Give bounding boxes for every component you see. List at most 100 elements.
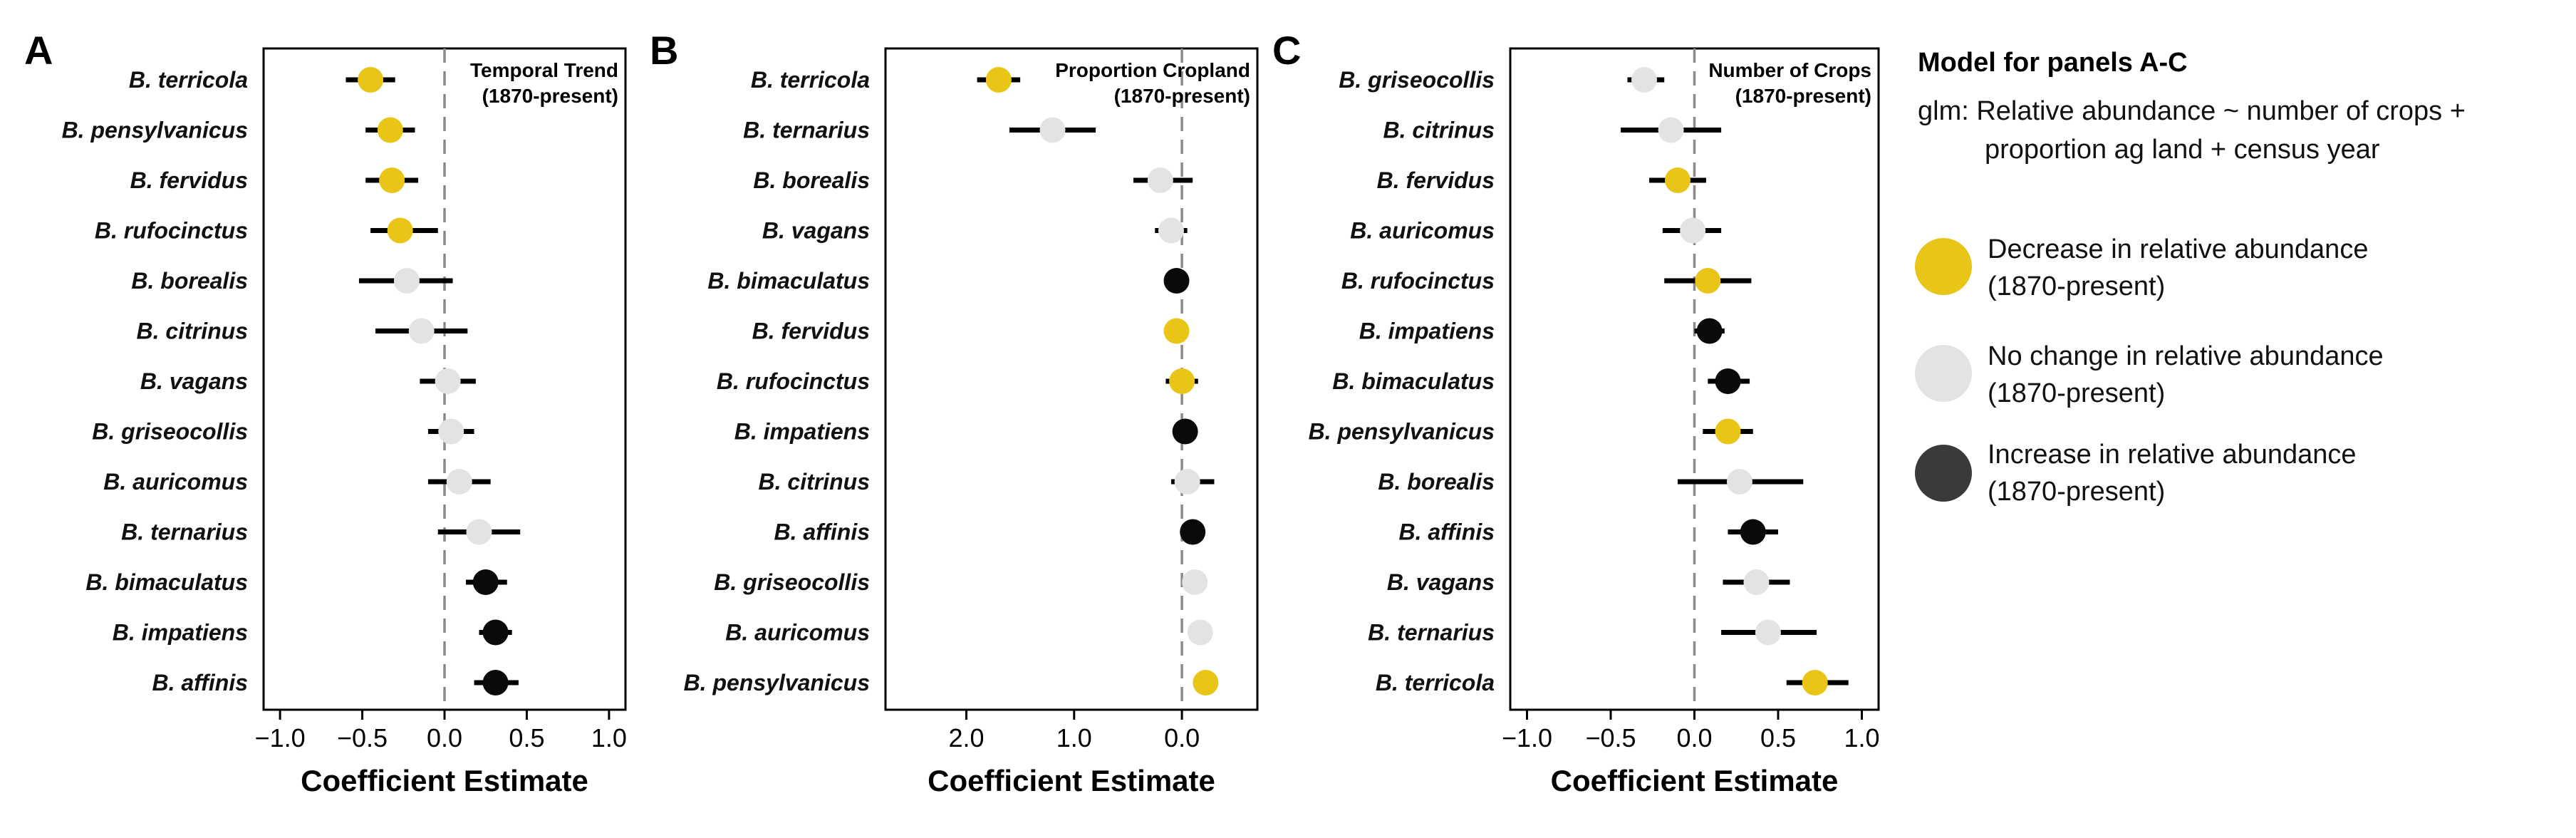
species-label-a: B. fervidus xyxy=(130,167,248,193)
estimate-point-c xyxy=(1755,619,1781,646)
legend-swatch-decrease xyxy=(1915,238,1972,295)
legend-label-decrease-line2: (1870-present) xyxy=(1988,271,2165,301)
legend-title: Model for panels A-C xyxy=(1918,48,2188,78)
species-row-c: B. affinis xyxy=(1398,519,1778,545)
panel-letter-a: A xyxy=(24,28,53,73)
species-row-b: B. affinis xyxy=(774,519,1206,545)
species-label-b: B. citrinus xyxy=(759,469,870,495)
legend-model-line1: glm: Relative abundance ~ number of crop… xyxy=(1918,96,2466,126)
species-row-c: B. fervidus xyxy=(1377,167,1706,193)
species-label-a: B. terricola xyxy=(129,67,248,93)
species-row-a: B. pensylvanicus xyxy=(62,117,415,143)
panel-a: A Temporal Trend (1870-present) B. terricol… xyxy=(24,28,627,797)
species-label-a: B. bimaculatus xyxy=(85,569,248,595)
species-row-c: B. auricomus xyxy=(1350,217,1722,244)
panel-title-a: Temporal Trend xyxy=(470,59,618,81)
species-row-b: B. auricomus xyxy=(725,619,1213,646)
species-row-b: B. fervidus xyxy=(752,318,1190,344)
legend-label-increase-line2: (1870-present) xyxy=(1988,477,2165,507)
estimate-point-c xyxy=(1695,268,1721,294)
x-tick-label-b: 2.0 xyxy=(948,723,984,752)
species-row-c: B. rufocinctus xyxy=(1341,268,1752,294)
plot-frame-b xyxy=(884,47,1259,711)
legend-model-line2: proportion ag land + census year xyxy=(1985,135,2380,165)
estimate-point-a xyxy=(393,268,420,294)
x-tick-label-c: −0.5 xyxy=(1585,723,1636,752)
panel-subtitle-a: (1870-present) xyxy=(482,85,618,107)
species-row-c: B. vagans xyxy=(1387,569,1790,595)
legend-label-no-change-line1: No change in relative abundance xyxy=(1988,341,2384,371)
species-label-c: B. citrinus xyxy=(1383,118,1495,143)
species-label-a: B. impatiens xyxy=(113,620,248,646)
x-tick-label-c: −1.0 xyxy=(1502,723,1552,752)
species-label-b: B. impatiens xyxy=(734,419,870,445)
panel-letter-b: B xyxy=(650,28,678,73)
species-label-b: B. auricomus xyxy=(725,620,870,646)
x-axis-title-c: Coefficient Estimate xyxy=(1551,764,1839,797)
species-row-a: B. griseocollis xyxy=(92,418,474,445)
species-row-b: B. bimaculatus xyxy=(707,268,1190,294)
estimate-point-a xyxy=(358,67,384,93)
species-row-a: B. borealis xyxy=(131,268,453,294)
estimate-point-b xyxy=(1180,519,1206,545)
species-label-b: B. bimaculatus xyxy=(707,268,870,294)
x-tick-label-b: 1.0 xyxy=(1056,723,1092,752)
species-label-c: B. griseocollis xyxy=(1339,67,1495,93)
species-row-b: B. griseocollis xyxy=(714,569,1208,595)
species-label-b: B. griseocollis xyxy=(714,569,870,595)
species-row-a: B. bimaculatus xyxy=(85,569,507,595)
species-label-c: B. borealis xyxy=(1378,469,1495,495)
estimate-point-c xyxy=(1715,368,1741,394)
species-row-c: B. pensylvanicus xyxy=(1309,418,1753,445)
estimate-point-c xyxy=(1658,117,1684,143)
estimate-point-a xyxy=(377,117,403,143)
species-label-a: B. griseocollis xyxy=(92,419,248,445)
species-label-a: B. affinis xyxy=(152,670,248,695)
estimate-point-b xyxy=(1169,368,1195,394)
estimate-point-b xyxy=(1193,670,1219,695)
legend: Model for panels A-C glm: Relative abund… xyxy=(1915,48,2466,507)
species-label-a: B. rufocinctus xyxy=(95,218,248,244)
species-label-c: B. ternarius xyxy=(1368,620,1495,646)
estimate-point-b xyxy=(1158,217,1184,244)
estimate-point-c xyxy=(1743,569,1770,595)
estimate-point-c xyxy=(1715,418,1741,445)
species-label-c: B. pensylvanicus xyxy=(1309,419,1495,445)
panel-c: C Number of Crops (1870-present) B. griseoc… xyxy=(1272,28,1880,797)
species-label-c: B. affinis xyxy=(1398,519,1495,545)
species-row-a: B. citrinus xyxy=(137,318,468,344)
species-label-c: B. rufocinctus xyxy=(1341,268,1495,294)
species-label-c: B. fervidus xyxy=(1377,167,1495,193)
species-row-a: B. fervidus xyxy=(130,167,419,193)
species-label-b: B. ternarius xyxy=(743,118,870,143)
species-row-b: B. ternarius xyxy=(743,117,1096,143)
x-tick-label-a: −0.5 xyxy=(337,723,388,752)
estimate-point-a xyxy=(482,619,509,646)
estimate-point-c xyxy=(1631,67,1657,93)
species-label-b: B. rufocinctus xyxy=(717,368,870,394)
panel-letter-c: C xyxy=(1272,28,1301,73)
estimate-point-b xyxy=(985,67,1012,93)
legend-swatch-no-change xyxy=(1915,345,1972,402)
species-row-b: B. impatiens xyxy=(734,418,1198,445)
estimate-point-b xyxy=(1147,167,1173,193)
species-label-b: B. fervidus xyxy=(752,319,870,344)
species-row-a: B. vagans xyxy=(140,368,476,394)
panel-subtitle-b: (1870-present) xyxy=(1114,85,1250,107)
estimate-point-a xyxy=(466,519,492,545)
species-label-a: B. citrinus xyxy=(137,319,248,344)
estimate-point-a xyxy=(379,167,405,193)
estimate-point-b xyxy=(1172,418,1198,445)
estimate-point-a xyxy=(446,469,472,495)
species-label-c: B. bimaculatus xyxy=(1332,368,1495,394)
estimate-point-b xyxy=(1163,318,1190,344)
legend-label-decrease-line1: Decrease in relative abundance xyxy=(1988,234,2368,264)
species-label-a: B. borealis xyxy=(131,268,248,294)
species-row-a: B. terricola xyxy=(129,67,395,93)
estimate-point-b xyxy=(1163,268,1190,294)
species-row-c: B. citrinus xyxy=(1383,117,1722,143)
estimate-point-b xyxy=(1182,569,1208,595)
species-row-b: B. vagans xyxy=(762,217,1188,244)
x-axis-title-b: Coefficient Estimate xyxy=(928,764,1215,797)
